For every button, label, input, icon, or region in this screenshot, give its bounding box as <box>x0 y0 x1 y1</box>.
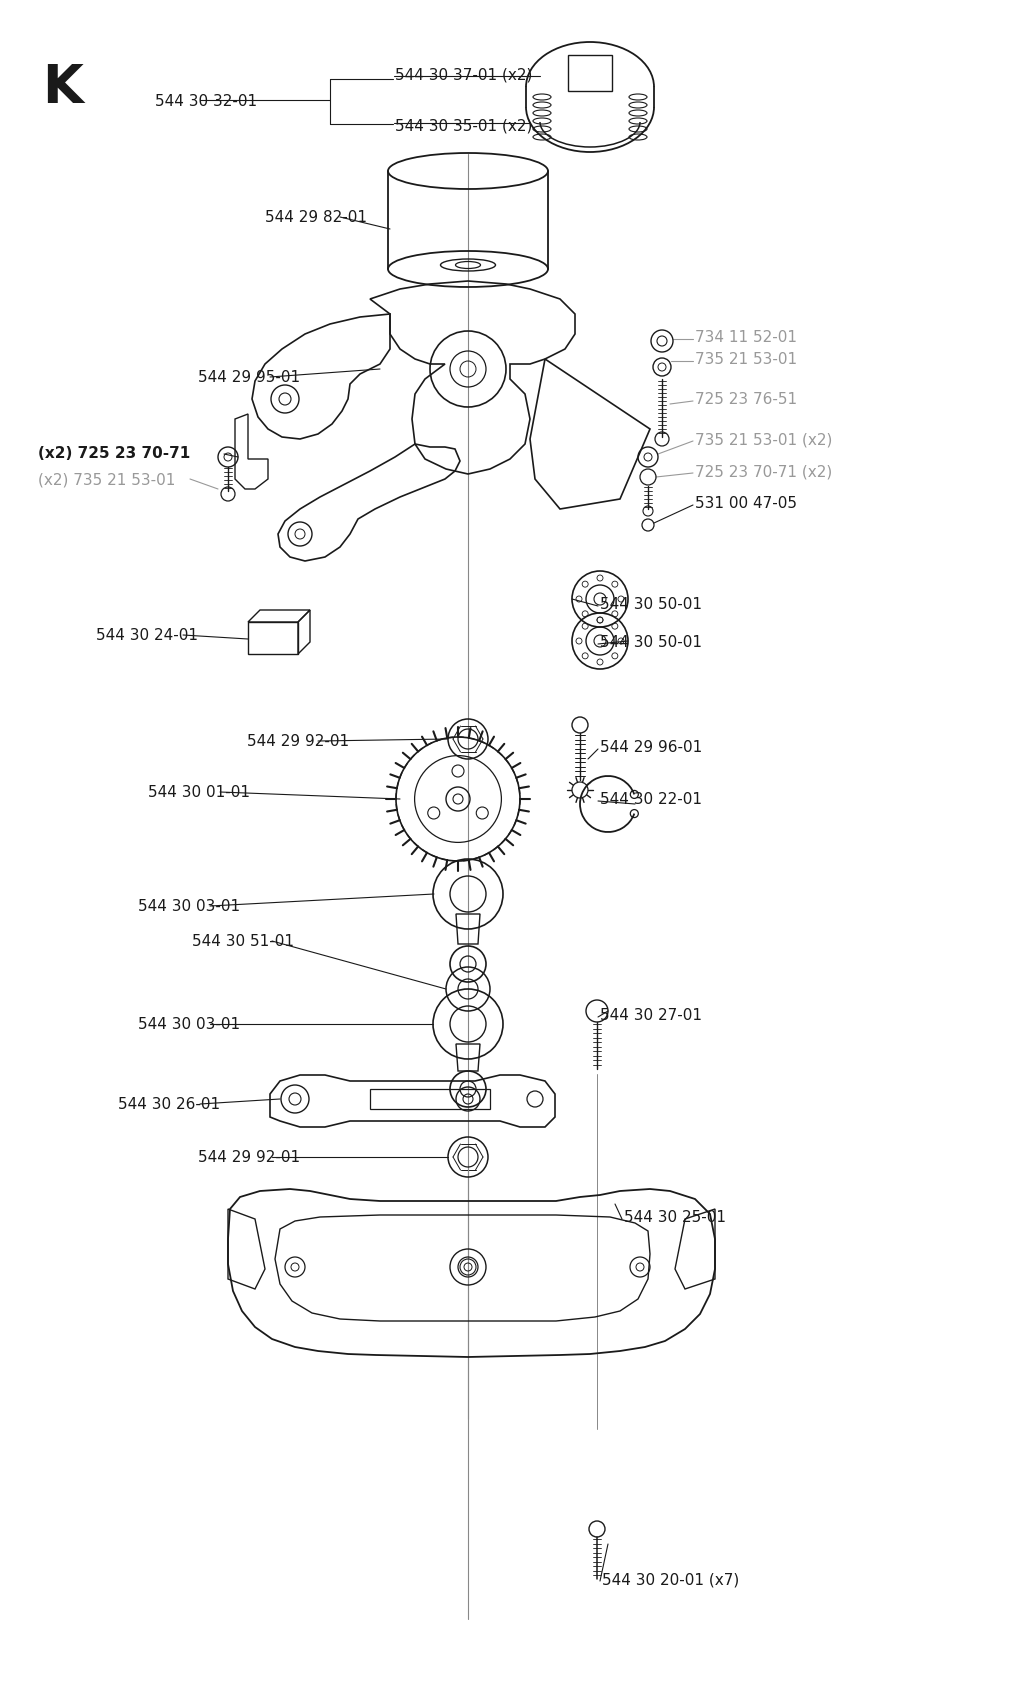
Text: 544 30 27-01: 544 30 27-01 <box>600 1008 702 1023</box>
Text: 544 30 03-01: 544 30 03-01 <box>138 898 240 913</box>
Text: 544 30 50-01: 544 30 50-01 <box>600 597 702 612</box>
Text: (x2) 725 23 70-71: (x2) 725 23 70-71 <box>38 446 190 461</box>
Text: 544 30 22-01: 544 30 22-01 <box>600 792 702 807</box>
Text: 544 30 32-01: 544 30 32-01 <box>155 94 257 108</box>
Text: K: K <box>42 62 83 114</box>
Text: 544 30 24-01: 544 30 24-01 <box>96 627 198 643</box>
Text: (x2) 735 21 53-01: (x2) 735 21 53-01 <box>38 473 175 488</box>
Text: 544 30 03-01: 544 30 03-01 <box>138 1018 240 1031</box>
Bar <box>248 622 298 654</box>
Text: 544 30 35-01 (x2): 544 30 35-01 (x2) <box>395 118 532 133</box>
Text: 544 29 92-01: 544 29 92-01 <box>198 1150 300 1166</box>
Text: 544 30 50-01: 544 30 50-01 <box>600 636 702 651</box>
Text: 544 30 26-01: 544 30 26-01 <box>118 1097 220 1112</box>
Text: 544 29 82-01: 544 29 82-01 <box>265 210 367 225</box>
Text: 544 30 20-01 (x7): 544 30 20-01 (x7) <box>602 1571 739 1586</box>
Text: 544 29 95-01: 544 29 95-01 <box>198 370 300 385</box>
Text: 725 23 76-51: 725 23 76-51 <box>695 392 797 407</box>
Circle shape <box>572 782 588 799</box>
Text: 531 00 47-05: 531 00 47-05 <box>695 496 797 511</box>
Text: 544 29 96-01: 544 29 96-01 <box>600 740 702 755</box>
Text: 544 30 51-01: 544 30 51-01 <box>193 934 294 949</box>
Text: 735 21 53-01: 735 21 53-01 <box>695 352 797 367</box>
Text: 725 23 70-71 (x2): 725 23 70-71 (x2) <box>695 464 833 479</box>
Bar <box>568 56 612 93</box>
Text: 734 11 52-01: 734 11 52-01 <box>695 330 797 345</box>
Text: 735 21 53-01 (x2): 735 21 53-01 (x2) <box>695 432 833 447</box>
Bar <box>370 1090 490 1110</box>
Text: 544 30 37-01 (x2): 544 30 37-01 (x2) <box>395 67 532 82</box>
Text: 544 30 25-01: 544 30 25-01 <box>624 1209 726 1224</box>
Text: 544 29 92-01: 544 29 92-01 <box>247 733 349 748</box>
Text: 544 30 01-01: 544 30 01-01 <box>148 785 250 801</box>
